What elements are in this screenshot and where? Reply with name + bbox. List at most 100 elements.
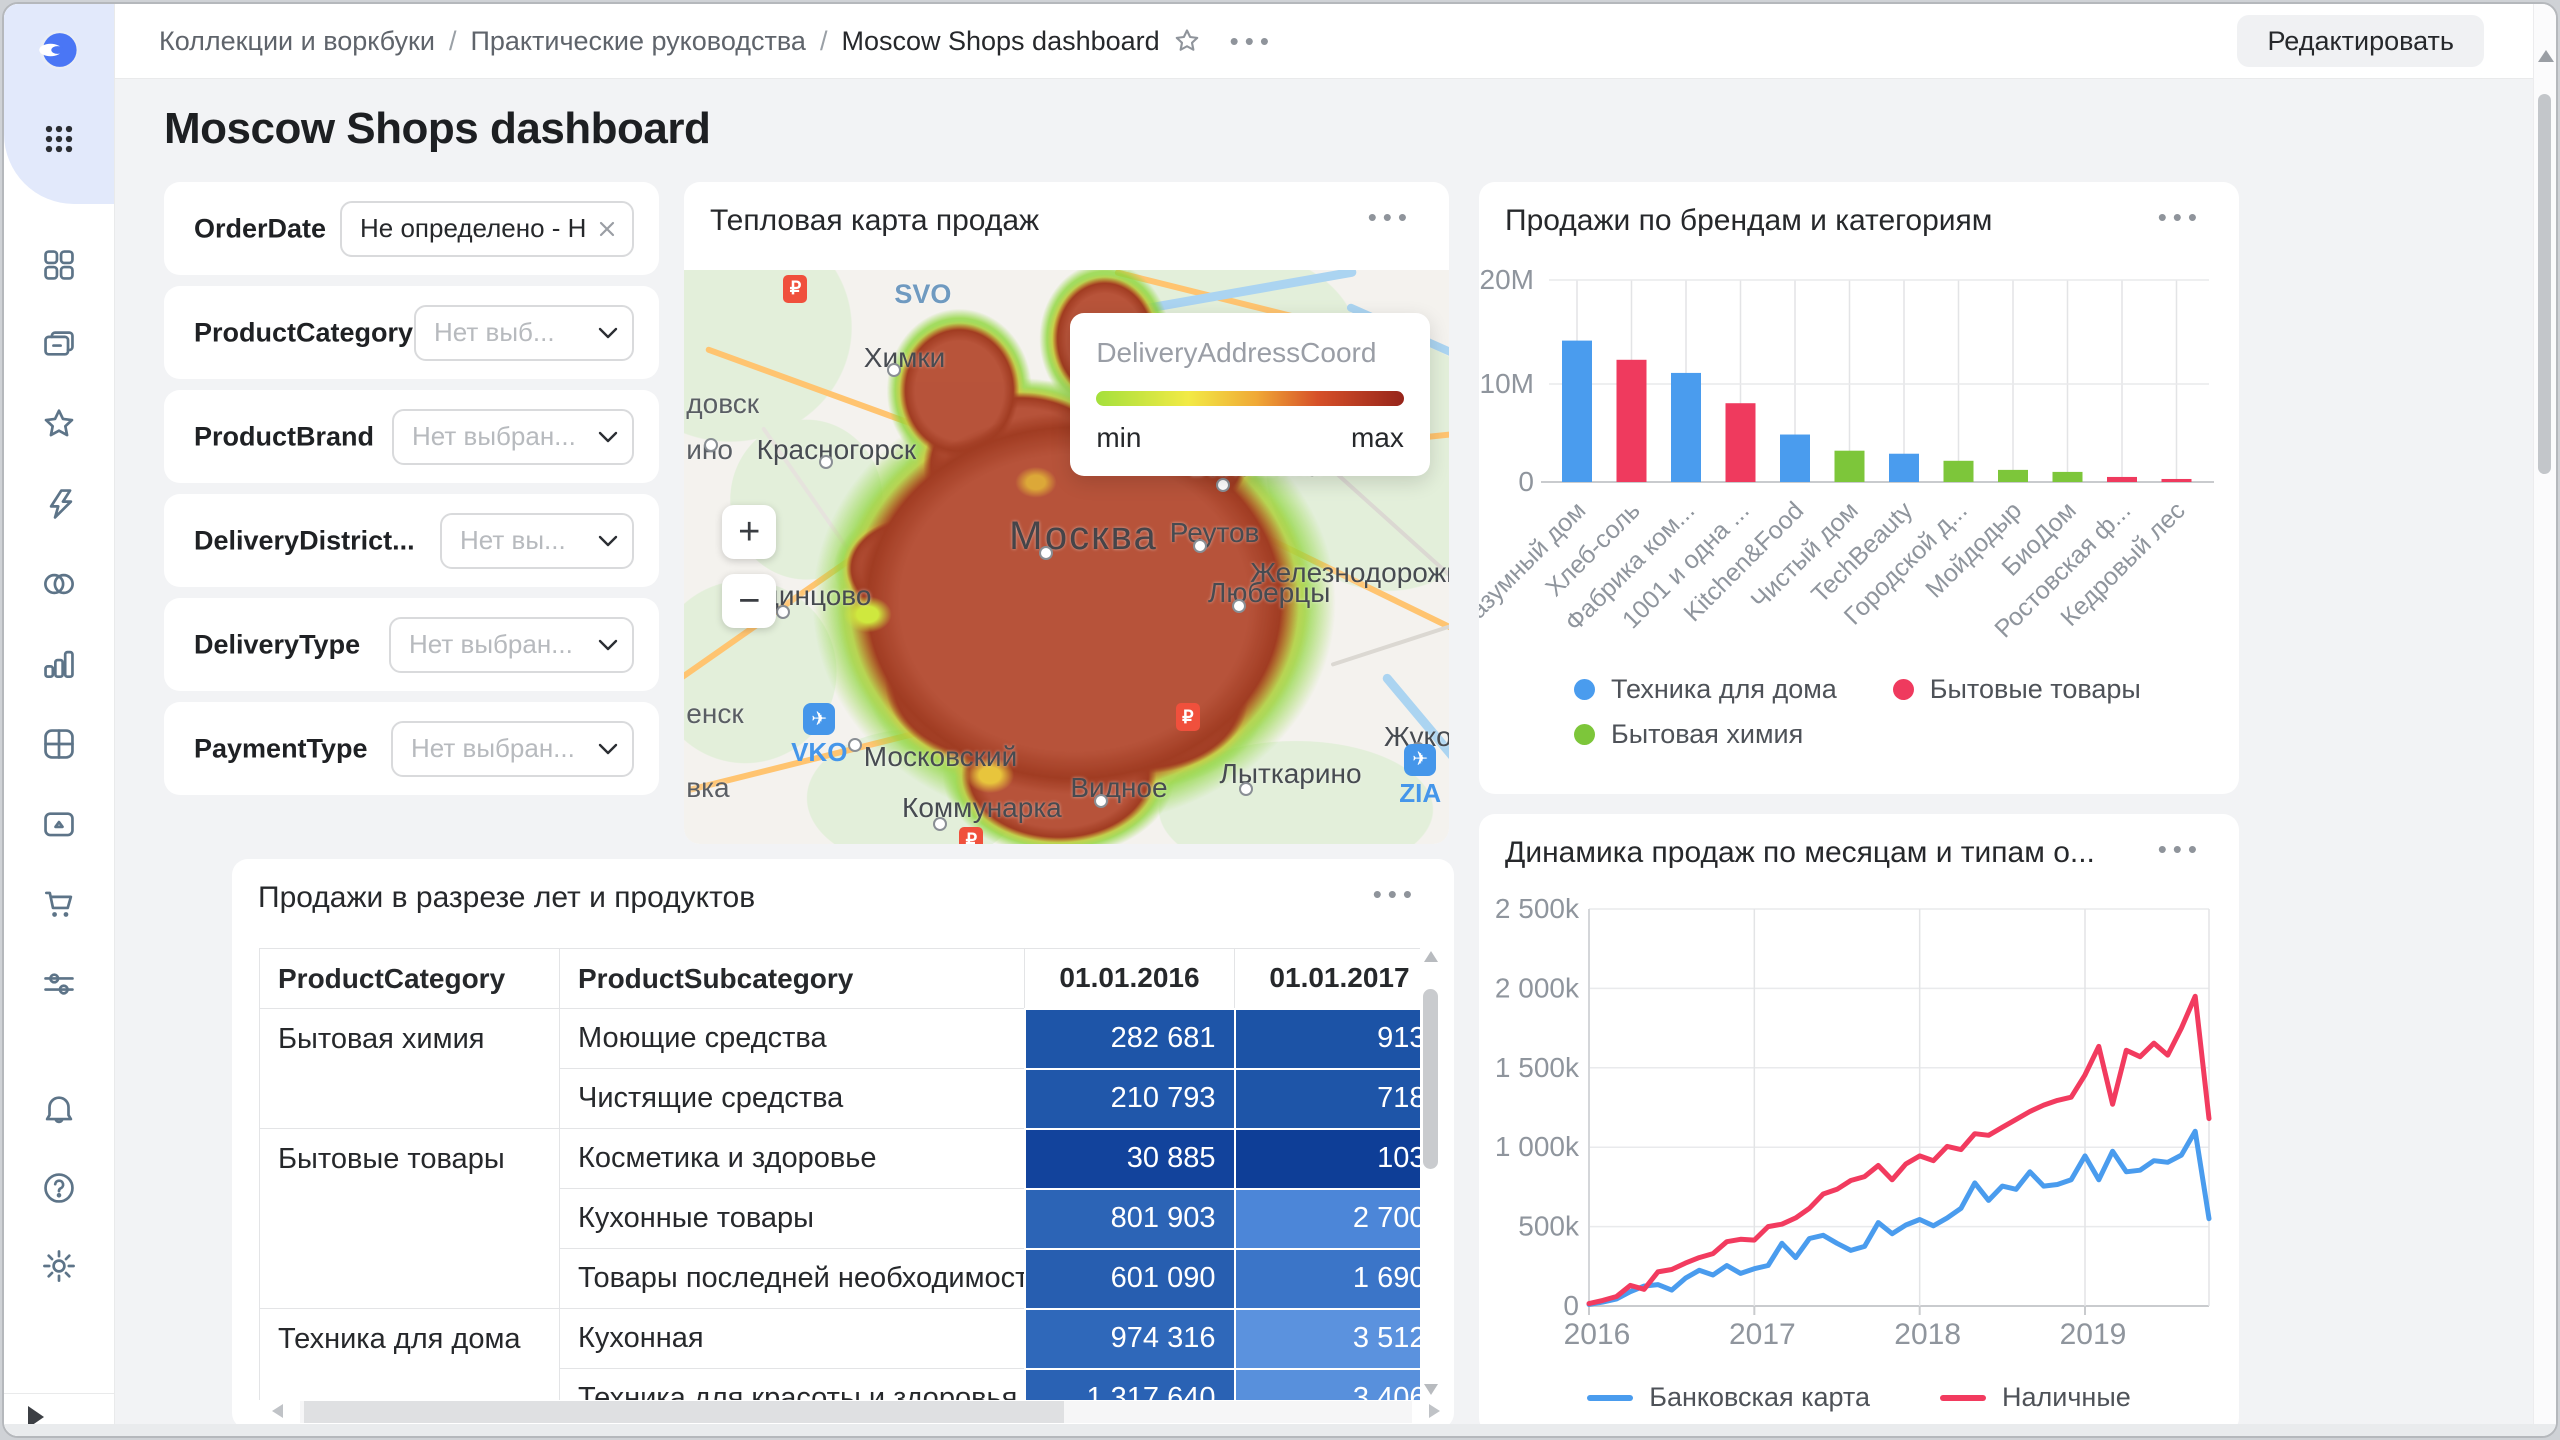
notifications-bell-icon[interactable] <box>37 1086 81 1130</box>
edit-button[interactable]: Редактировать <box>2237 15 2484 67</box>
scroll-up-arrow-icon[interactable] <box>2538 50 2554 62</box>
bar-Разумный дом[interactable] <box>1562 340 1592 482</box>
table-header-0[interactable]: ProductCategory <box>259 948 560 1009</box>
cell-value-2016[interactable]: 30 885 <box>1023 1127 1236 1190</box>
filter-select-deliverytype[interactable]: Нет выбран... <box>389 616 634 673</box>
sidebar-item-favorites-icon[interactable] <box>37 402 81 446</box>
legend-label: Банковская карта <box>1649 1382 1871 1412</box>
sidebar-item-overview-icon[interactable] <box>37 243 81 287</box>
chevron-down-icon <box>598 639 618 650</box>
table-scroll-left-icon[interactable] <box>272 1404 283 1418</box>
legend-item-household[interactable]: Бытовые товары <box>1892 674 2141 705</box>
bar-Kitchen&Food[interactable] <box>1780 434 1810 482</box>
bar-chart-menu-ellipsis[interactable]: ••• <box>2157 202 2203 232</box>
cell-value-2017[interactable]: 913 <box>1233 1007 1420 1070</box>
sidebar-expand-arrow-icon[interactable] <box>28 1406 44 1428</box>
line-legend-item[interactable]: Наличные <box>1940 1382 2131 1413</box>
table-vertical-scrollbar[interactable] <box>1422 951 1440 1395</box>
map-airport-zia: ✈ ZIA <box>1399 743 1441 809</box>
map-zoom-out-button[interactable]: − <box>722 574 777 629</box>
cell-value-2016[interactable]: 801 903 <box>1023 1187 1236 1250</box>
filter-label: DeliveryDistrict... <box>194 525 415 555</box>
filter-select-orderdate[interactable]: Не определено - Н <box>340 200 634 257</box>
heatmap-title: Тепловая карта продаж <box>710 204 1040 237</box>
cell-value-2017[interactable]: 1 690 <box>1233 1247 1420 1310</box>
table-menu-ellipsis[interactable]: ••• <box>1372 879 1418 909</box>
bar-1001 и одна ...[interactable] <box>1725 403 1756 482</box>
sidebar-item-charts-icon[interactable] <box>37 642 81 686</box>
table-header-3[interactable]: 01.01.2017 <box>1234 948 1420 1009</box>
datalens-logo[interactable] <box>37 16 81 84</box>
svg-text:500k: 500k <box>1518 1211 1580 1242</box>
sidebar-item-marketplace-icon[interactable] <box>37 882 81 926</box>
cell-value-2017[interactable]: 3 406 <box>1233 1367 1420 1400</box>
map-town-marker <box>1193 538 1208 553</box>
bar-Ростовская ф...[interactable] <box>2107 476 2137 482</box>
table-scroll-up-icon[interactable] <box>1424 951 1438 962</box>
bar-Кедровый лес[interactable] <box>2161 478 2192 482</box>
heatmap-menu-ellipsis[interactable]: ••• <box>1367 202 1413 232</box>
table-header-2[interactable]: 01.01.2016 <box>1024 948 1235 1009</box>
bar-Мойдодыр[interactable] <box>1998 469 2028 482</box>
legend-item-chem[interactable]: Бытовая химия <box>1574 719 1803 750</box>
bar-TechBeauty[interactable] <box>1889 453 1919 482</box>
breadcrumb-item[interactable]: Практические руководства <box>470 25 806 56</box>
sidebar-item-media-icon[interactable] <box>37 802 81 846</box>
cell-value-2016[interactable]: 974 316 <box>1023 1307 1236 1370</box>
sidebar-item-dashboards-icon[interactable] <box>37 722 81 766</box>
sidebar-item-collections-icon[interactable] <box>37 322 81 366</box>
bar-Чистый дом[interactable] <box>1834 450 1865 482</box>
table-row: Товары последней необходимости 601 090 1 6… <box>260 1247 1420 1310</box>
filter-select-productbrand[interactable]: Нет выбран... <box>392 408 634 465</box>
line-series-Банковская карта[interactable] <box>1586 1128 2212 1307</box>
apps-grid-icon[interactable] <box>37 117 81 161</box>
sidebar-item-datasets-icon[interactable] <box>37 562 81 606</box>
clear-icon[interactable] <box>596 218 618 240</box>
table-scroll-area[interactable]: ProductCategory ProductSubcategory 01.01.2… <box>259 948 1420 1400</box>
scrollbar-thumb[interactable] <box>2538 94 2551 474</box>
filter-label: PaymentType <box>194 733 368 763</box>
sidebar-item-service-settings-icon[interactable] <box>37 962 81 1006</box>
filter-select-deliverydistrict[interactable]: Нет вы... <box>440 512 634 569</box>
table-header-1[interactable]: ProductSubcategory <box>559 948 1025 1009</box>
window-scrollbar[interactable] <box>2533 4 2556 1424</box>
map-zoom-in-button[interactable]: + <box>722 505 777 560</box>
map-label-edge: вка <box>686 772 730 804</box>
cell-value-2016[interactable]: 210 793 <box>1023 1067 1236 1130</box>
sidebar-item-connections-icon[interactable] <box>37 482 81 526</box>
settings-gear-icon[interactable] <box>37 1244 81 1288</box>
cell-value-2016[interactable]: 601 090 <box>1023 1247 1236 1310</box>
bar-Хлеб-соль[interactable] <box>1616 359 1647 482</box>
breadcrumb-item[interactable]: Moscow Shops dashboard <box>841 25 1160 56</box>
help-icon[interactable] <box>37 1166 81 1210</box>
table-scroll-right-icon[interactable] <box>1429 1404 1440 1418</box>
breadcrumb-menu-ellipsis[interactable]: ••• <box>1229 25 1275 56</box>
cell-value-2017[interactable]: 2 700 <box>1233 1187 1420 1250</box>
heatmap-map[interactable]: SVOХимкидовскиноКрасногорскБалашихаМоскв… <box>684 270 1449 844</box>
line-legend-item[interactable]: Банковская карта <box>1587 1382 1870 1413</box>
bar-chart-plot[interactable]: 0 10M 20M Разумный дом Хлеб-соль Фабрика ком.… <box>1479 262 2239 662</box>
table-vscroll-thumb[interactable] <box>1423 989 1438 1169</box>
breadcrumb-item[interactable]: Коллекции и воркбуки <box>159 25 435 56</box>
legend-item-tech[interactable]: Техника для дома <box>1574 674 1837 705</box>
filter-select-paymenttype[interactable]: Нет выбран... <box>391 720 634 777</box>
cell-value-2017[interactable]: 103 <box>1233 1127 1420 1190</box>
line-series-Наличные[interactable] <box>1586 993 2212 1307</box>
cell-value-2016[interactable]: 282 681 <box>1023 1007 1236 1070</box>
bar-Фабрика ком...[interactable] <box>1671 372 1701 482</box>
cell-value-2017[interactable]: 3 512 <box>1233 1307 1420 1370</box>
table-horizontal-scrollbar[interactable] <box>272 1401 1440 1423</box>
legend-label: Техника для дома <box>1611 674 1837 704</box>
bar-Городской д...[interactable] <box>1943 460 1974 482</box>
table-hscroll-thumb[interactable] <box>304 1401 1064 1423</box>
cell-value-2016[interactable]: 1 317 640 <box>1023 1367 1236 1400</box>
filter-select-productcategory[interactable]: Нет выб... <box>414 304 634 361</box>
page-title: Moscow Shops dashboard <box>164 104 711 153</box>
cell-value-2017[interactable]: 718 <box>1233 1067 1420 1130</box>
line-chart-plot[interactable]: 0 500k 1 000k 1 500k 2 000k 2 500k 2016 2017 201… <box>1479 893 2239 1364</box>
table-scroll-down-icon[interactable] <box>1424 1384 1438 1395</box>
line-chart-menu-ellipsis[interactable]: ••• <box>2157 834 2203 864</box>
bar-БиоДом[interactable] <box>2052 471 2083 482</box>
favorite-star-icon[interactable] <box>1172 26 1202 56</box>
